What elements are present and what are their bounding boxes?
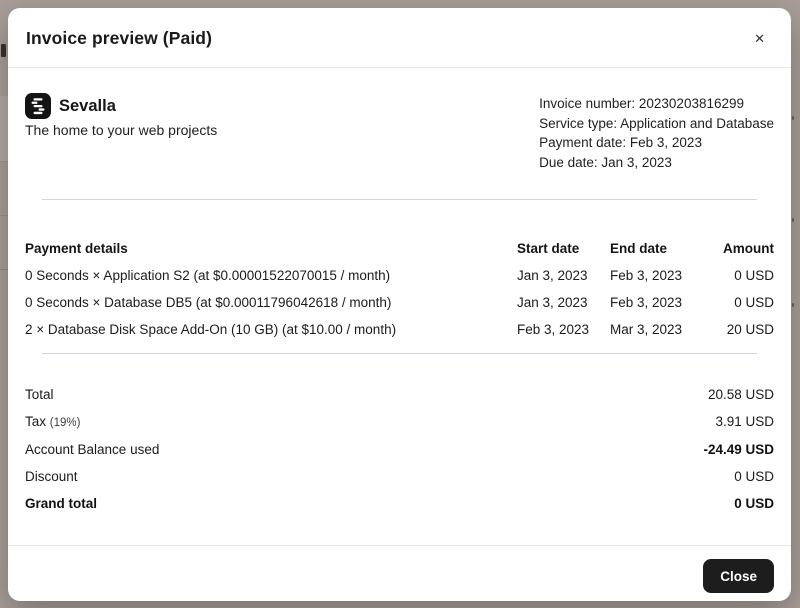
column-header-payment-details: Payment details	[25, 240, 128, 256]
grand-total-row: Grand total 0 USD	[25, 495, 774, 511]
section-divider-bottom	[42, 352, 757, 354]
table-header-row: Payment details Start date End date Amou…	[25, 240, 774, 256]
backdrop-fragment	[0, 215, 9, 216]
line-item-start-date: Feb 3, 2023	[517, 321, 590, 337]
totals-section: Total 20.58 USD Tax (19%) 3.91 USD Accou…	[25, 386, 774, 511]
line-item-amount: 0 USD	[734, 267, 774, 283]
line-item-start-date: Jan 3, 2023	[517, 267, 588, 283]
line-item-end-date: Feb 3, 2023	[610, 294, 683, 310]
tax-label-text: Tax	[25, 413, 47, 429]
table-row: 0 Seconds × Database DB5 (at $0.00011796…	[25, 294, 774, 310]
close-icon[interactable]: ✕	[748, 30, 771, 47]
brand-block: Sevalla The home to your web projects	[25, 93, 217, 138]
backdrop-fragment	[792, 218, 794, 222]
column-header-amount: Amount	[723, 240, 774, 256]
line-item-description: 0 Seconds × Application S2 (at $0.000015…	[25, 267, 391, 283]
line-item-amount: 20 USD	[726, 321, 774, 337]
tax-label: Tax (19%)	[25, 413, 81, 430]
total-row: Total 20.58 USD	[25, 386, 774, 402]
line-item-amount: 0 USD	[734, 294, 774, 310]
line-item-end-date: Feb 3, 2023	[610, 267, 683, 283]
backdrop-fragment	[0, 161, 9, 162]
invoice-meta: Invoice number: 20230203816299 Service t…	[539, 94, 774, 173]
table-row: 2 × Database Disk Space Add-On (10 GB) (…	[25, 321, 774, 337]
grand-total-value: 0 USD	[734, 495, 774, 511]
total-label: Total	[25, 386, 54, 402]
table-row: 0 Seconds × Application S2 (at $0.000015…	[25, 267, 774, 283]
brand-line: Sevalla	[25, 93, 217, 119]
discount-value: 0 USD	[734, 468, 774, 484]
backdrop-fragment	[0, 269, 9, 270]
header-divider	[8, 67, 791, 68]
modal-title: Invoice preview (Paid)	[26, 28, 213, 48]
payment-date: Payment date: Feb 3, 2023	[539, 135, 702, 151]
modal-footer: Close	[8, 546, 791, 601]
backdrop-fragment	[792, 116, 794, 120]
invoice-header-section: Sevalla The home to your web projects In…	[25, 93, 774, 173]
discount-label: Discount	[25, 468, 78, 484]
line-item-description: 2 × Database Disk Space Add-On (10 GB) (…	[25, 321, 397, 337]
column-header-start-date: Start date	[517, 240, 580, 256]
discount-row: Discount 0 USD	[25, 468, 774, 484]
invoice-number: Invoice number: 20230203816299	[539, 96, 745, 111]
invoice-preview-modal: Invoice preview (Paid) ✕	[8, 8, 791, 601]
backdrop-fragment	[792, 303, 794, 307]
tax-rate-note: (19%)	[49, 416, 81, 429]
section-divider-top	[42, 198, 757, 200]
account-balance-value: -24.49 USD	[703, 441, 774, 457]
grand-total-label: Grand total	[25, 495, 98, 511]
tax-row: Tax (19%) 3.91 USD	[25, 413, 774, 430]
brand-name: Sevalla	[59, 96, 116, 115]
payment-details-table: Payment details Start date End date Amou…	[25, 240, 774, 337]
sevalla-logo-icon	[25, 93, 51, 119]
backdrop-fragment	[1, 44, 6, 57]
line-item-end-date: Mar 3, 2023	[610, 321, 683, 337]
line-item-start-date: Jan 3, 2023	[517, 294, 588, 310]
modal-header: Invoice preview (Paid) ✕	[8, 8, 791, 67]
tax-value: 3.91 USD	[715, 413, 774, 429]
footer-divider	[8, 545, 791, 546]
brand-tagline: The home to your web projects	[25, 122, 218, 138]
account-balance-row: Account Balance used -24.49 USD	[25, 441, 774, 457]
total-value: 20.58 USD	[707, 386, 774, 402]
due-date: Due date: Jan 3, 2023	[539, 155, 672, 171]
close-button[interactable]: Close	[703, 559, 774, 593]
column-header-end-date: End date	[610, 240, 668, 256]
account-balance-label: Account Balance used	[25, 441, 160, 457]
line-item-description: 0 Seconds × Database DB5 (at $0.00011796…	[25, 294, 392, 310]
service-type: Service type: Application and Database	[539, 115, 774, 131]
modal-body: Sevalla The home to your web projects In…	[8, 68, 791, 545]
backdrop-fragment	[0, 96, 9, 162]
